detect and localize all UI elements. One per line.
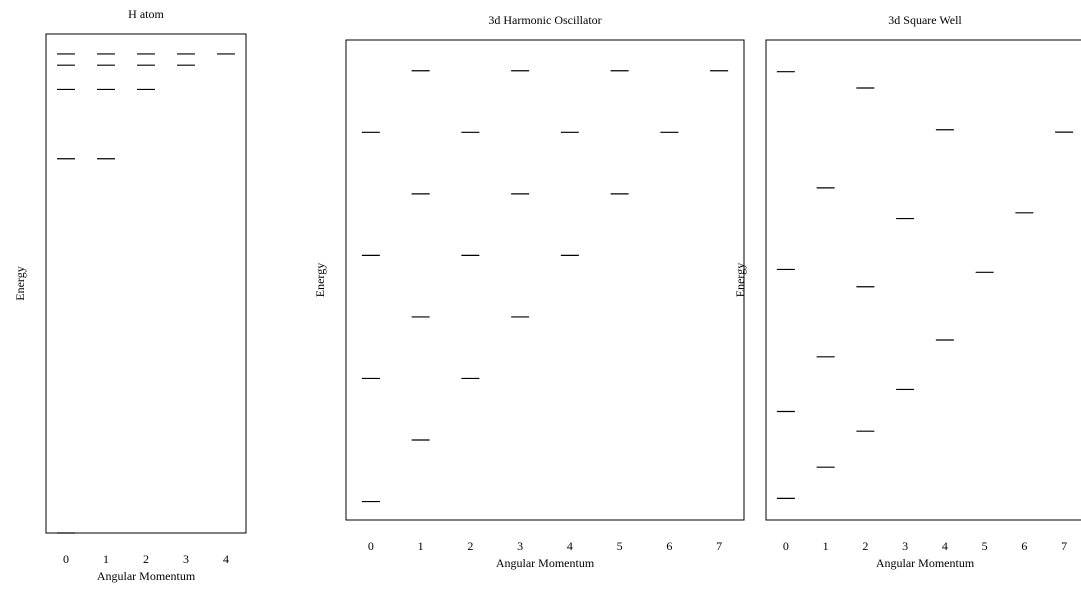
x-tick-label: 4 bbox=[567, 539, 573, 553]
panel-h-atom: H atom 0 1 2 3 4 Angular Momentum Energy bbox=[13, 7, 247, 583]
x-tick-label: 3 bbox=[902, 539, 908, 553]
y-axis-label: Energy bbox=[313, 263, 327, 297]
x-tick-label: 4 bbox=[942, 539, 948, 553]
plot-frame bbox=[345, 39, 745, 521]
x-axis-label: Angular Momentum bbox=[496, 556, 595, 570]
x-tick-label: 7 bbox=[1061, 539, 1067, 553]
x-tick-label: 0 bbox=[63, 552, 69, 566]
x-tick-label: 0 bbox=[368, 539, 374, 553]
y-axis-label: Energy bbox=[13, 266, 27, 300]
chart-title: H atom bbox=[128, 7, 164, 21]
x-tick-label: 5 bbox=[617, 539, 623, 553]
x-tick-label: 1 bbox=[103, 552, 109, 566]
x-tick-label: 3 bbox=[517, 539, 523, 553]
x-tick-label: 5 bbox=[982, 539, 988, 553]
panel-harmonic-oscillator: 3d Harmonic Oscillator 0 1 2 3 4 5 6 7 Angular Mo… bbox=[313, 13, 745, 570]
x-axis-label: Angular Momentum bbox=[97, 569, 196, 583]
panel-square-well: 3d Square Well 0 1 2 3 4 5 6 7 Angular Momentum En… bbox=[733, 13, 1081, 570]
x-tick-label: 2 bbox=[143, 552, 149, 566]
x-tick-label: 1 bbox=[823, 539, 829, 553]
plot-frame bbox=[765, 39, 1081, 521]
y-axis-label: Energy bbox=[733, 263, 747, 297]
x-tick-label: 1 bbox=[418, 539, 424, 553]
x-tick-label: 3 bbox=[183, 552, 189, 566]
x-tick-label: 2 bbox=[862, 539, 868, 553]
x-axis-label: Angular Momentum bbox=[876, 556, 975, 570]
x-tick-label: 4 bbox=[223, 552, 229, 566]
x-tick-label: 6 bbox=[1021, 539, 1027, 553]
x-tick-label: 6 bbox=[666, 539, 672, 553]
chart-title: 3d Square Well bbox=[888, 13, 962, 27]
plot-frame bbox=[45, 33, 247, 534]
x-tick-label: 2 bbox=[467, 539, 473, 553]
x-tick-label: 0 bbox=[783, 539, 789, 553]
x-tick-label: 7 bbox=[716, 539, 722, 553]
chart-title: 3d Harmonic Oscillator bbox=[488, 13, 601, 27]
